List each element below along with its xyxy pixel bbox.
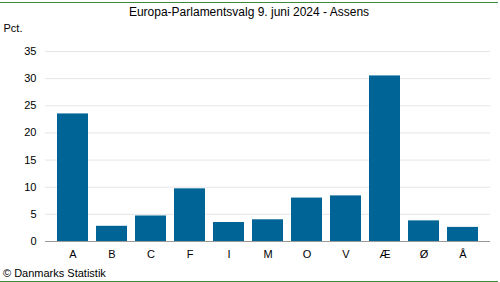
svg-text:C: C: [147, 248, 155, 260]
svg-text:20: 20: [24, 126, 36, 138]
svg-text:Pct.: Pct.: [4, 22, 23, 34]
svg-text:F: F: [187, 248, 194, 260]
svg-text:Å: Å: [459, 248, 467, 260]
svg-text:10: 10: [24, 181, 36, 193]
svg-text:25: 25: [24, 99, 36, 111]
svg-text:30: 30: [24, 72, 36, 84]
svg-text:0: 0: [30, 235, 36, 247]
svg-text:35: 35: [24, 45, 36, 57]
svg-text:B: B: [108, 248, 115, 260]
svg-text:A: A: [69, 248, 77, 260]
svg-text:I: I: [227, 248, 230, 260]
svg-text:Æ: Æ: [380, 248, 391, 260]
svg-text:V: V: [342, 248, 350, 260]
svg-text:M: M: [263, 248, 272, 260]
svg-text:15: 15: [24, 154, 36, 166]
svg-text:Ø: Ø: [420, 248, 429, 260]
html-text:Europa-Parlamentsvalg 9. juni: Europa-Parlamentsvalg 9. juni 2024 - Ass…: [128, 5, 370, 19]
svg-text:O: O: [303, 248, 312, 260]
html-text:© Danmarks Statistik: © Danmarks Statistik: [3, 267, 106, 279]
svg-text:5: 5: [30, 208, 36, 220]
